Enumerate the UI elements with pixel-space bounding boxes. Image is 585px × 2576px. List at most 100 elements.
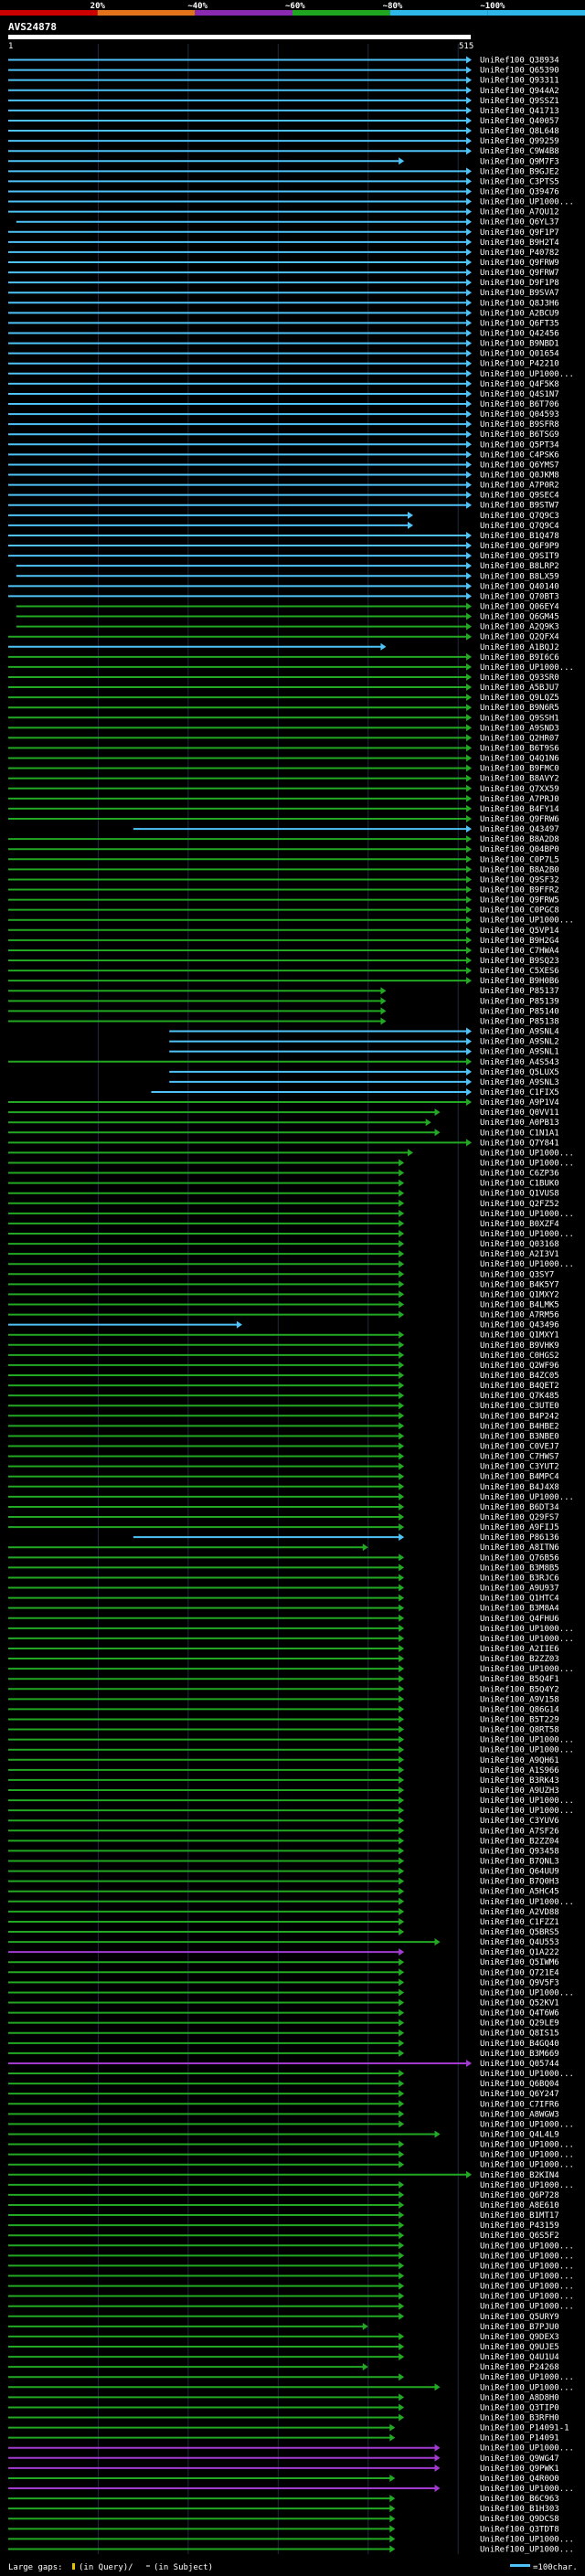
hit-label[interactable]: UniRef100_UP1000... [480,1625,574,1634]
hit-label[interactable]: UniRef100_UP1000... [480,2545,574,2554]
hit-label[interactable]: UniRef100_C0P7L5 [480,855,559,864]
hit-label[interactable]: UniRef100_Q9SSZ1 [480,97,559,106]
hit-label[interactable]: UniRef100_UP1000... [480,1797,574,1806]
hit-label[interactable]: UniRef100_Q8J3H6 [480,299,559,308]
hit-label[interactable]: UniRef100_UP1000... [480,2151,574,2160]
hit-label[interactable]: UniRef100_C0VEJ7 [480,1443,559,1452]
hit-label[interactable]: UniRef100_Q99259 [480,137,559,146]
hit-label[interactable]: UniRef100_A9FIJ5 [480,1523,559,1532]
hit-label[interactable]: UniRef100_Q29FS7 [480,1513,559,1522]
hit-label[interactable]: UniRef100_UP1000... [480,2535,574,2544]
hit-label[interactable]: UniRef100_UP1000... [480,1898,574,1907]
hit-label[interactable]: UniRef100_C6ZP36 [480,1170,559,1179]
hit-label[interactable]: UniRef100_B9NBD1 [480,340,559,349]
hit-label[interactable]: UniRef100_A8D8H0 [480,2393,559,2402]
hit-label[interactable]: UniRef100_A1BQJ2 [480,643,559,652]
hit-label[interactable]: UniRef100_Q40057 [480,117,559,126]
hit-label[interactable]: UniRef100_UP1000... [480,2161,574,2170]
hit-label[interactable]: UniRef100_Q8IS15 [480,2030,559,2039]
hit-label[interactable]: UniRef100_Q6Y247 [480,2090,559,2099]
hit-label[interactable]: UniRef100_Q7Q9C3 [480,512,559,521]
hit-label[interactable]: UniRef100_A2VD88 [480,1908,559,1917]
hit-label[interactable]: UniRef100_B9STW7 [480,502,559,511]
hit-label[interactable]: UniRef100_A9V158 [480,1695,559,1704]
hit-label[interactable]: UniRef100_Q04BP0 [480,845,559,854]
hit-label[interactable]: UniRef100_Q9WG47 [480,2454,559,2464]
hit-label[interactable]: UniRef100_Q38934 [480,57,559,66]
hit-label[interactable]: UniRef100_B4P242 [480,1412,559,1421]
hit-label[interactable]: UniRef100_A7SF26 [480,1827,559,1836]
hit-label[interactable]: UniRef100_UP1000... [480,1746,574,1755]
hit-label[interactable]: UniRef100_UP1000... [480,198,574,207]
hit-label[interactable]: UniRef100_B2KIN4 [480,2171,559,2180]
hit-label[interactable]: UniRef100_B4QET2 [480,1382,559,1391]
hit-label[interactable]: UniRef100_Q93311 [480,77,559,86]
hit-label[interactable]: UniRef100_Q39476 [480,187,559,196]
hit-label[interactable]: UniRef100_C7IFR6 [480,2100,559,2109]
hit-label[interactable]: UniRef100_Q9SIT9 [480,552,559,561]
hit-label[interactable]: UniRef100_B8LRP2 [480,562,559,571]
hit-label[interactable]: UniRef100_UP1000... [480,2262,574,2271]
hit-label[interactable]: UniRef100_A2I3V1 [480,1250,559,1259]
hit-label[interactable]: UniRef100_A9SND3 [480,724,559,733]
hit-label[interactable]: UniRef100_A9P1V4 [480,1098,559,1108]
hit-label[interactable]: UniRef100_P43159 [480,2221,559,2231]
hit-label[interactable]: UniRef100_A7PRJ0 [480,795,559,804]
hit-label[interactable]: UniRef100_A9SNL3 [480,1078,559,1087]
hit-label[interactable]: UniRef100_B4GQ40 [480,2040,559,2049]
hit-label[interactable]: UniRef100_B3NBE0 [480,1432,559,1441]
hit-label[interactable]: UniRef100_B9N6R5 [480,704,559,713]
hit-label[interactable]: UniRef100_B9H0B6 [480,977,559,986]
hit-label[interactable]: UniRef100_Q4L4L9 [480,2130,559,2139]
hit-label[interactable]: UniRef100_A4S543 [480,1058,559,1067]
hit-label[interactable]: UniRef100_UP1000... [480,2444,574,2454]
hit-label[interactable]: UniRef100_C1N1A1 [480,1129,559,1138]
hit-label[interactable]: UniRef100_Q41713 [480,107,559,116]
hit-label[interactable]: UniRef100_Q9M7F3 [480,157,559,166]
hit-label[interactable]: UniRef100_Q7K485 [480,1392,559,1401]
hit-label[interactable]: UniRef100_B9FFR2 [480,886,559,896]
hit-label[interactable]: UniRef100_P14091-1 [480,2424,569,2433]
hit-label[interactable]: UniRef100_A0PB13 [480,1118,559,1128]
hit-label[interactable]: UniRef100_C0PGC8 [480,906,559,916]
hit-label[interactable]: UniRef100_B8A2D8 [480,835,559,844]
hit-label[interactable]: UniRef100_Q5URY9 [480,2313,559,2322]
hit-label[interactable]: UniRef100_A5HC45 [480,1888,559,1897]
hit-label[interactable]: UniRef100_A9UZH3 [480,1786,559,1796]
hit-label[interactable]: UniRef100_UP1000... [480,2485,574,2494]
hit-label[interactable]: UniRef100_Q6P728 [480,2191,559,2200]
hit-label[interactable]: UniRef100_Q64UU9 [480,1868,559,1877]
hit-label[interactable]: UniRef100_Q01654 [480,350,559,359]
hit-label[interactable]: UniRef100_Q1A222 [480,1948,559,1957]
hit-label[interactable]: UniRef100_UP1000... [480,2303,574,2312]
hit-label[interactable]: UniRef100_B5Q4Y2 [480,1685,559,1694]
hit-label[interactable]: UniRef100_B6TSG9 [480,430,559,440]
hit-label[interactable]: UniRef100_B3M8B5 [480,1564,559,1573]
hit-label[interactable]: UniRef100_UP1000... [480,2070,574,2079]
hit-label[interactable]: UniRef100_B6DT34 [480,1503,559,1512]
hit-label[interactable]: UniRef100_Q9SF32 [480,875,559,885]
hit-label[interactable]: UniRef100_A9SNL1 [480,1048,559,1057]
hit-label[interactable]: UniRef100_Q5PT34 [480,440,559,450]
hit-label[interactable]: UniRef100_Q4Q1N6 [480,755,559,764]
hit-label[interactable]: UniRef100_UP1000... [480,2252,574,2261]
hit-label[interactable]: UniRef100_Q721E4 [480,1968,559,1977]
hit-label[interactable]: UniRef100_C3YUT2 [480,1463,559,1472]
hit-label[interactable]: UniRef100_Q3TIP0 [480,2403,559,2412]
hit-label[interactable]: UniRef100_UP1000... [480,2141,574,2150]
hit-label[interactable]: UniRef100_A7P0R2 [480,482,559,491]
hit-label[interactable]: UniRef100_Q9FRW9 [480,259,559,268]
hit-label[interactable]: UniRef100_Q04593 [480,410,559,419]
hit-label[interactable]: UniRef100_A8E610 [480,2201,559,2210]
hit-label[interactable]: UniRef100_Q9SSH1 [480,714,559,723]
hit-label[interactable]: UniRef100_B4LMK5 [480,1301,559,1310]
hit-label[interactable]: UniRef100_Q70BT3 [480,592,559,601]
hit-label[interactable]: UniRef100_A2Q9K3 [480,623,559,632]
hit-label[interactable]: UniRef100_UP1000... [480,1807,574,1816]
hit-label[interactable]: UniRef100_B9I6C6 [480,653,559,663]
hit-label[interactable]: UniRef100_Q2FZ52 [480,1200,559,1209]
hit-label[interactable]: UniRef100_A9SNL4 [480,1028,559,1037]
hit-label[interactable]: UniRef100_Q4F5K8 [480,380,559,389]
hit-label[interactable]: UniRef100_UP1000... [480,1493,574,1502]
hit-label[interactable]: UniRef100_Q9FRW6 [480,815,559,824]
